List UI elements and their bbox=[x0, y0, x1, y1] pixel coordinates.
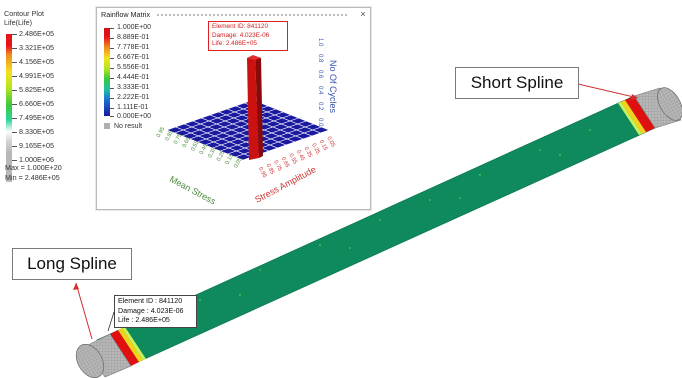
legend-color-bar bbox=[6, 34, 12, 182]
rainflow-title-bar[interactable]: Rainflow Matrix × bbox=[97, 8, 370, 21]
rainflow-matrix-window[interactable]: Rainflow Matrix × 1.000E+00 8.889E-01 7.… bbox=[96, 7, 371, 210]
rainflow-level: 4.444E-01 bbox=[117, 74, 150, 81]
no-result-swatch bbox=[104, 123, 110, 130]
cycle-tick-label: 0.0 bbox=[317, 118, 323, 127]
legend-level: 2.486E+05 bbox=[19, 29, 54, 38]
amplitude-tick-label: 0.95 bbox=[257, 166, 267, 178]
cycle-ticks: 1.0 0.8 0.6 0.4 0.2 0.0 bbox=[317, 38, 323, 127]
amplitude-tick-label: 0.85 bbox=[265, 163, 275, 175]
tooltip-element-id: Element ID : 841120 bbox=[118, 297, 183, 305]
mean-stress-tick-label: 0.25 bbox=[216, 150, 226, 162]
cycle-tick-label: 0.8 bbox=[317, 54, 323, 63]
legend-level: 6.660E+05 bbox=[19, 99, 54, 108]
rainflow-level: 1.111E-01 bbox=[117, 104, 149, 111]
amplitude-tick-label: 0.55 bbox=[287, 153, 297, 165]
amplitude-tick-label: 0.75 bbox=[272, 160, 282, 172]
legend-min: Min = 2.486E+05 bbox=[5, 173, 60, 182]
rainflow-tooltip-life: Life: 2.486E+05 bbox=[212, 40, 257, 47]
hotspot-right bbox=[625, 96, 655, 132]
legend-level: 9.165E+05 bbox=[19, 141, 54, 150]
mean-stress-axis-label: Mean Stress bbox=[168, 174, 218, 207]
rainflow-tooltip: Element ID: 841120 Damage: 4.023E-06 Lif… bbox=[208, 21, 288, 51]
amplitude-tick-label: 0.45 bbox=[295, 149, 305, 161]
cycle-tick-label: 1.0 bbox=[317, 38, 323, 47]
mean-stress-tick-label: 0.65 bbox=[182, 136, 192, 148]
mean-stress-tick-label: 0.15 bbox=[225, 153, 235, 165]
hotspot-left bbox=[110, 330, 139, 366]
rainflow-tooltip-element: Element ID: 841120 bbox=[212, 23, 269, 30]
legend-max: Max = 1.000E+20 bbox=[5, 163, 62, 172]
legend-level: 1.000E+06 bbox=[19, 155, 54, 164]
mean-stress-tick-label: 0.55 bbox=[190, 140, 200, 152]
mean-stress-tick-label: 0.35 bbox=[207, 147, 217, 159]
short-spline-arrow bbox=[577, 83, 639, 99]
cycles-axis-label: No Of Cycles bbox=[328, 60, 338, 114]
no-result-legend: No result bbox=[104, 123, 142, 130]
mean-stress-tick-label: 0.45 bbox=[199, 143, 209, 155]
element-info-tooltip: Element ID : 841120 Damage : 4.023E-06 L… bbox=[114, 295, 197, 328]
cycle-tick-label: 0.2 bbox=[317, 102, 323, 111]
amplitude-tick-label: 0.05 bbox=[325, 136, 335, 148]
legend-level: 4.991E+05 bbox=[19, 71, 54, 80]
cycle-tick-label: 0.4 bbox=[317, 86, 323, 95]
drag-handle[interactable] bbox=[157, 14, 347, 16]
rainflow-3d-plot[interactable]: 0.950.850.750.650.550.450.350.250.150.05… bbox=[97, 8, 370, 209]
amplitude-tick-label: 0.15 bbox=[318, 139, 328, 151]
legend-title: Contour Plot bbox=[4, 9, 44, 18]
rainflow-level: 7.778E-01 bbox=[117, 44, 150, 51]
legend-level: 7.495E+05 bbox=[19, 113, 54, 122]
long-spline-arrow bbox=[75, 282, 93, 340]
rainflow-level: 1.000E+00 bbox=[117, 24, 152, 31]
amplitude-tick-label: 0.65 bbox=[280, 156, 290, 168]
rainflow-level: 8.889E-01 bbox=[117, 34, 150, 41]
rainflow-level: 6.667E-01 bbox=[117, 54, 150, 61]
legend-level: 8.330E+05 bbox=[19, 127, 54, 136]
mean-stress-tick-label: 0.05 bbox=[233, 157, 243, 169]
rainflow-peak-bar bbox=[247, 56, 259, 160]
mean-stress-tick-label: 0.85 bbox=[164, 130, 174, 142]
shaft-speckle bbox=[199, 129, 591, 301]
legend-level: 4.156E+05 bbox=[19, 57, 54, 66]
legend-level: 5.825E+05 bbox=[19, 85, 54, 94]
tooltip-life: Life : 2.486E+05 bbox=[118, 316, 170, 325]
tooltip-leader bbox=[107, 311, 115, 332]
long-spline-callout: Long Spline bbox=[12, 248, 132, 280]
amplitude-ticks: 0.950.850.750.650.550.450.350.250.150.05 bbox=[257, 136, 336, 179]
amplitude-tick-label: 0.25 bbox=[310, 143, 320, 155]
mean-stress-tick-label: 0.75 bbox=[173, 133, 183, 145]
rainflow-level: 5.556E-01 bbox=[117, 64, 150, 71]
rainflow-level: 3.333E-01 bbox=[117, 84, 150, 91]
cycle-tick-label: 0.6 bbox=[317, 70, 323, 79]
amplitude-tick-label: 0.35 bbox=[303, 146, 313, 158]
mean-stress-tick-label: 0.95 bbox=[156, 126, 166, 138]
rainflow-level: 0.000E+00 bbox=[117, 113, 152, 120]
rainflow-level: 2.222E-01 bbox=[117, 94, 150, 101]
short-spline-callout: Short Spline bbox=[455, 67, 579, 99]
mean-stress-ticks: 0.950.850.750.650.550.450.350.250.150.05 bbox=[156, 126, 244, 169]
rainflow-title: Rainflow Matrix bbox=[101, 10, 151, 19]
close-icon[interactable]: × bbox=[360, 9, 366, 19]
tooltip-damage: Damage : 4.023E-06 bbox=[118, 306, 184, 315]
legend-subtitle: Life(Life) bbox=[4, 18, 32, 27]
short-spline-end bbox=[657, 87, 682, 121]
rainflow-color-bar bbox=[104, 28, 110, 116]
long-spline-end bbox=[75, 343, 105, 378]
contour-legend: Contour Plot Life(Life) 2.486E+05 3.321E… bbox=[4, 9, 94, 182]
legend-level: 3.321E+05 bbox=[19, 43, 54, 52]
no-result-label: No result bbox=[114, 123, 143, 130]
rainflow-tooltip-damage: Damage: 4.023E-06 bbox=[212, 31, 270, 39]
